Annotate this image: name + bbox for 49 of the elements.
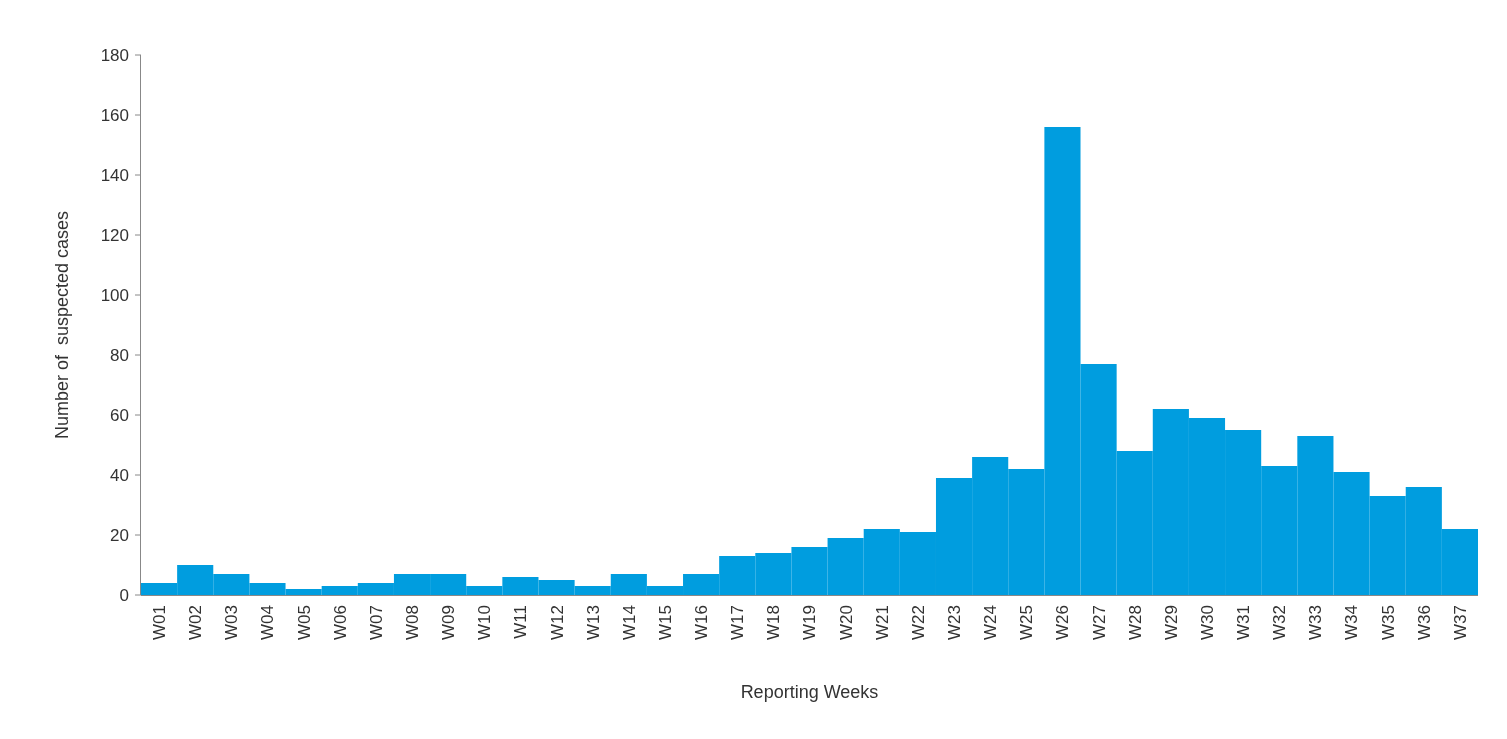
x-tick-label: W35: [1378, 605, 1398, 640]
y-tick-label: 180: [100, 45, 129, 65]
x-tick-label: W31: [1234, 605, 1254, 640]
x-tick-label: W10: [475, 605, 495, 640]
x-tick-label: W28: [1125, 605, 1145, 640]
x-tick-label: W12: [547, 605, 567, 640]
x-axis-title: Reporting Weeks: [740, 682, 879, 702]
x-tick-label: W24: [981, 605, 1001, 640]
x-tick-label: W32: [1270, 605, 1290, 640]
y-tick-label: 160: [100, 105, 129, 125]
y-tick-label: 20: [110, 525, 129, 545]
x-tick-label: W07: [366, 605, 386, 640]
x-tick-label: W15: [655, 605, 675, 640]
x-tick-label: W18: [764, 605, 784, 640]
x-tick-label: W11: [511, 605, 531, 639]
y-tick-label: 0: [119, 585, 129, 605]
y-axis-title: Number of suspected cases: [52, 210, 72, 440]
y-tick-label: 40: [110, 465, 129, 485]
y-tick-label: 100: [100, 285, 129, 305]
x-tick-label: W33: [1306, 605, 1326, 640]
x-tick-label: W25: [1017, 605, 1037, 640]
y-tick-label: 140: [100, 165, 129, 185]
x-tick-label: W05: [294, 605, 314, 640]
x-tick-label: W20: [836, 605, 856, 640]
x-tick-label: W06: [330, 605, 350, 640]
y-tick-label: 60: [110, 405, 129, 425]
x-tick-label: W16: [692, 605, 712, 640]
x-tick-label: W03: [222, 605, 242, 640]
x-tick-label: W14: [619, 605, 639, 640]
y-tick-label: 120: [100, 225, 129, 245]
y-tick-label: 80: [110, 345, 129, 365]
x-tick-label: W29: [1161, 605, 1181, 640]
x-tick-label: W26: [1053, 605, 1073, 640]
x-tick-label: W17: [728, 605, 748, 640]
x-tick-label: W09: [439, 605, 459, 640]
x-tick-label: W13: [583, 605, 603, 640]
x-tick-label: W22: [908, 605, 928, 640]
x-tick-label: W01: [150, 605, 170, 640]
x-tick-label: W21: [872, 605, 892, 640]
x-tick-label: W30: [1197, 605, 1217, 640]
x-tick-label: W19: [800, 605, 820, 640]
x-tick-label: W04: [258, 605, 278, 640]
x-tick-label: W34: [1342, 605, 1362, 640]
x-tick-label: W02: [186, 605, 206, 640]
x-tick-label: W27: [1089, 605, 1109, 640]
x-tick-label: W23: [944, 605, 964, 640]
x-tick-label: W36: [1414, 605, 1434, 640]
x-tick-label: W08: [402, 605, 422, 640]
x-tick-label: W37: [1450, 605, 1470, 640]
